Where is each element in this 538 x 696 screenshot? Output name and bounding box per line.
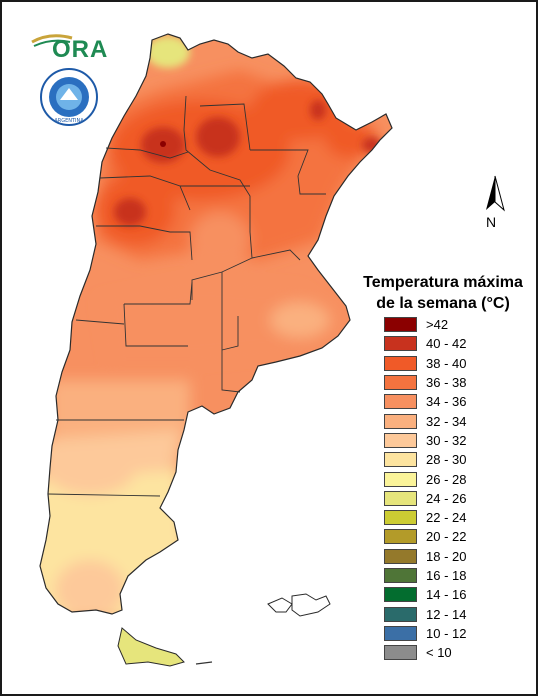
legend-item: 30 - 32 xyxy=(384,431,466,450)
legend-item: 10 - 12 xyxy=(384,624,466,643)
legend-swatch xyxy=(384,452,417,468)
legend-swatch xyxy=(384,625,417,641)
max-temp-hotspot xyxy=(160,141,166,147)
legend-label: 14 - 16 xyxy=(426,587,467,603)
legend-swatch xyxy=(384,394,417,410)
seal-text: ARGENTINA xyxy=(54,118,84,124)
north-label: N xyxy=(486,214,497,230)
legend-swatch xyxy=(384,548,417,564)
legend-swatch xyxy=(384,413,417,429)
legend: >42 40 - 42 38 - 40 36 - 38 34 - 36 32 - 34 30… xyxy=(384,315,466,662)
legend-label: 10 - 12 xyxy=(426,625,467,641)
legend-item: 18 - 20 xyxy=(384,547,466,566)
malvinas-islands xyxy=(267,593,331,617)
tierra-del-fuego xyxy=(117,627,185,667)
province-borders xyxy=(47,95,326,497)
legend-swatch xyxy=(384,432,417,448)
legend-item: 24 - 26 xyxy=(384,489,466,508)
north-arrow-icon xyxy=(486,175,505,212)
legend-swatch xyxy=(384,317,417,333)
legend-title-line2: de la semana (°C) xyxy=(376,295,510,312)
legend-swatch xyxy=(384,606,417,622)
legend-label: 28 - 30 xyxy=(426,452,467,468)
legend-label: 32 - 34 xyxy=(426,413,467,429)
smn-seal-icon: ARGENTINA xyxy=(40,68,98,126)
legend-title-line1: Temperatura máxima xyxy=(363,274,523,291)
legend-swatch xyxy=(384,645,417,661)
legend-item: >42 xyxy=(384,315,466,334)
legend-label: < 10 xyxy=(426,645,452,661)
legend-label: 30 - 32 xyxy=(426,432,467,448)
legend-label: 40 - 42 xyxy=(426,336,467,352)
legend-label: 24 - 26 xyxy=(426,490,467,506)
legend-item: 16 - 18 xyxy=(384,566,466,585)
legend-item: < 10 xyxy=(384,643,466,662)
legend-item: 34 - 36 xyxy=(384,392,466,411)
legend-swatch xyxy=(384,355,417,371)
legend-title: Temperatura máxima de la semana (°C) xyxy=(348,272,538,314)
legend-item: 28 - 30 xyxy=(384,450,466,469)
legend-item: 14 - 16 xyxy=(384,585,466,604)
legend-item: 26 - 28 xyxy=(384,469,466,488)
legend-label: 38 - 40 xyxy=(426,355,467,371)
legend-item: 40 - 42 xyxy=(384,334,466,353)
legend-swatch xyxy=(384,587,417,603)
legend-item: 38 - 40 xyxy=(384,354,466,373)
legend-swatch xyxy=(384,510,417,526)
legend-label: 34 - 36 xyxy=(426,394,467,410)
legend-item: 12 - 14 xyxy=(384,604,466,623)
legend-swatch xyxy=(384,529,417,545)
legend-label: 16 - 18 xyxy=(426,568,467,583)
legend-swatch xyxy=(384,336,417,352)
isla-de-los-estados xyxy=(195,661,213,665)
legend-item: 22 - 24 xyxy=(384,508,466,527)
legend-swatch xyxy=(384,490,417,506)
legend-swatch xyxy=(384,471,417,487)
legend-label: 20 - 22 xyxy=(426,529,467,545)
legend-label: >42 xyxy=(426,317,449,333)
legend-label: 18 - 20 xyxy=(426,548,467,564)
legend-swatch xyxy=(384,375,417,391)
legend-swatch xyxy=(384,568,417,583)
ora-logo-icon xyxy=(31,34,73,47)
legend-item: 36 - 38 xyxy=(384,373,466,392)
legend-item: 20 - 22 xyxy=(384,527,466,546)
ora-logo-text: ORA xyxy=(52,36,109,63)
legend-item: 32 - 34 xyxy=(384,411,466,430)
legend-label: 12 - 14 xyxy=(426,606,467,622)
legend-label: 26 - 28 xyxy=(426,471,467,487)
legend-label: 36 - 38 xyxy=(426,375,467,391)
legend-label: 22 - 24 xyxy=(426,510,467,526)
